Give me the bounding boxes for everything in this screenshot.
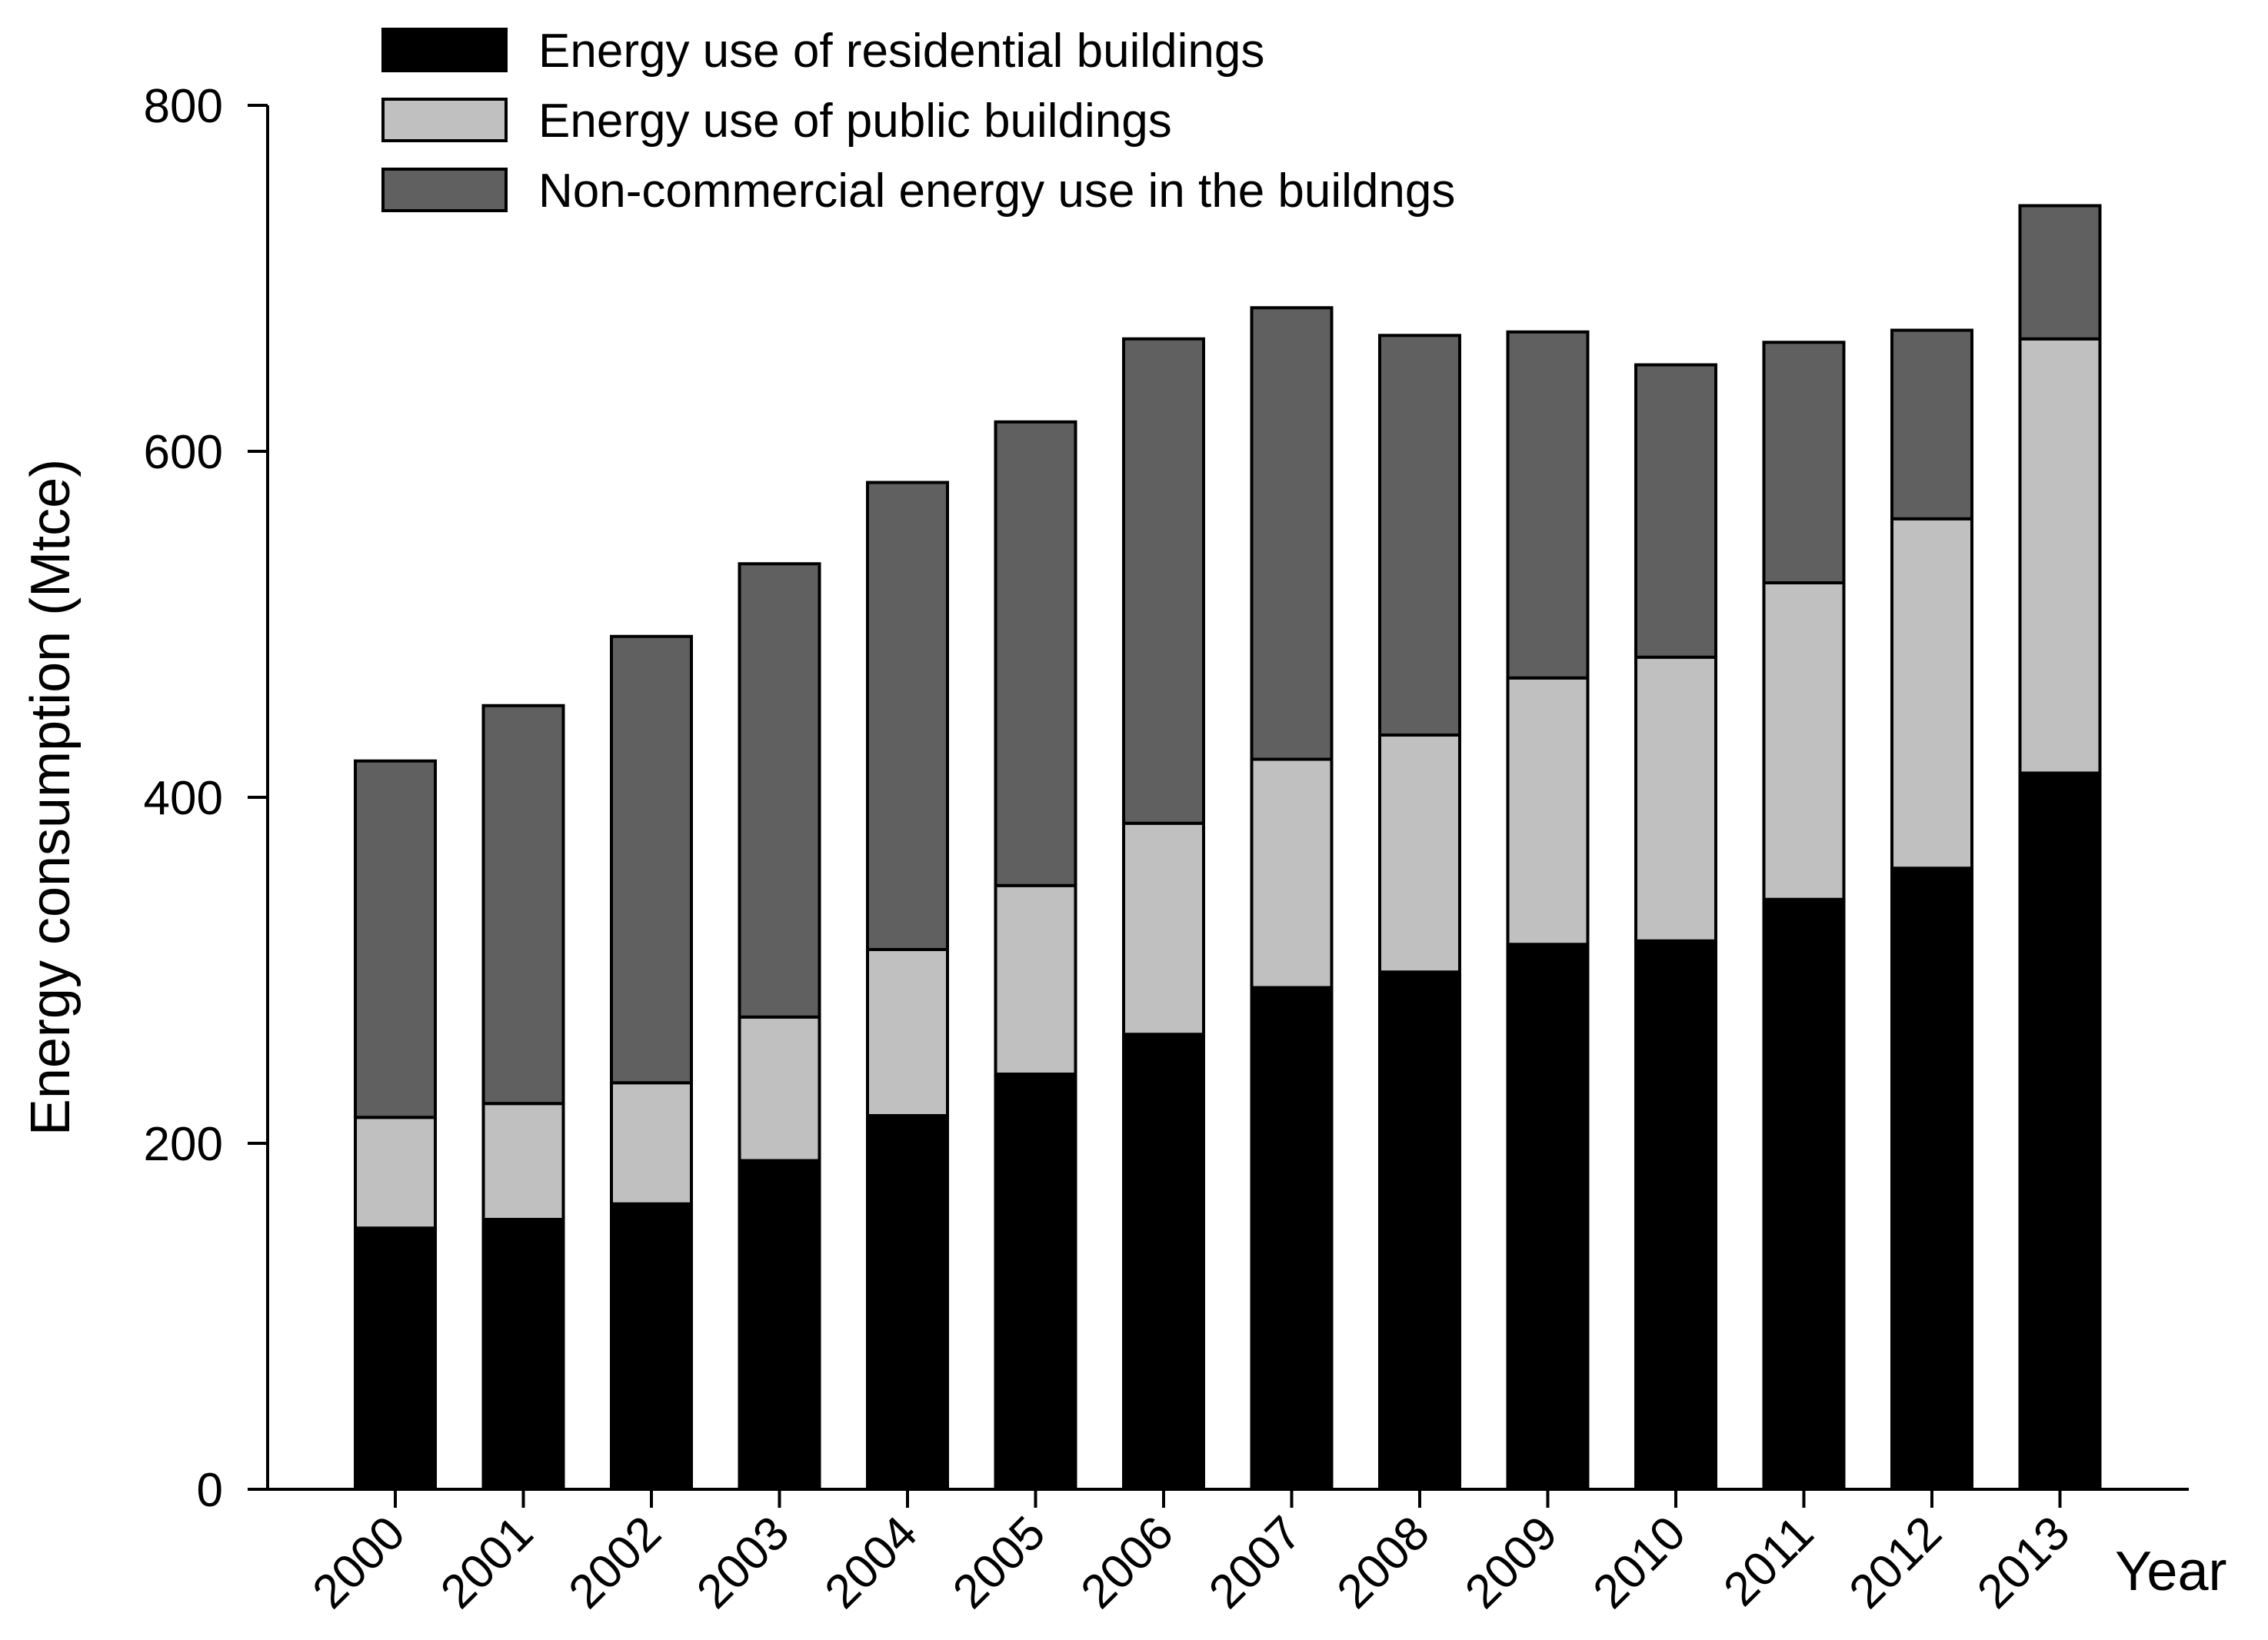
legend: Energy use of residential buildings Energ…	[381, 25, 1455, 218]
y-ticks-group: 0 200 400 600 800	[144, 80, 268, 1517]
bar-2013-series-3	[2018, 204, 2102, 341]
bar-2012-series-3	[1890, 328, 1973, 521]
bar-2004-series-2	[866, 948, 949, 1117]
bar-2006-series-2	[1122, 821, 1205, 1036]
bar-2013-series-2	[2018, 337, 2102, 775]
legend-swatch-1	[381, 28, 508, 72]
bar-2001-series-1	[481, 1218, 565, 1491]
x-tick-label-2007: 2007	[1199, 1506, 1311, 1618]
bar-2009-series-2	[1506, 676, 1590, 946]
y-tick-label: 800	[144, 80, 223, 133]
bar-2003-series-2	[738, 1015, 821, 1163]
bar-2001-series-3	[481, 704, 565, 1106]
bar-2012-series-2	[1890, 517, 1973, 870]
legend-label-1: Energy use of residential buildings	[538, 25, 1264, 78]
bar-2008-series-2	[1378, 734, 1461, 974]
bar-2005-series-1	[994, 1073, 1077, 1491]
legend-swatch-3	[381, 168, 508, 212]
bar-2011-series-1	[1762, 897, 1846, 1491]
bar-2002-series-3	[610, 634, 693, 1085]
y-axis-title: Energy consumption (Mtce)	[20, 459, 82, 1136]
bar-2000-series-3	[354, 759, 437, 1119]
legend-label-3: Non-commercial energy use in the buildng…	[538, 165, 1455, 218]
x-tick-label-2001: 2001	[431, 1506, 543, 1618]
x-tick-label-2013: 2013	[1967, 1506, 2080, 1618]
y-tick-label: 0	[197, 1464, 223, 1517]
bar-2005-series-2	[994, 883, 1077, 1076]
bar-2007-series-3	[1250, 306, 1334, 761]
bar-2008-series-3	[1378, 334, 1461, 737]
bars-group	[354, 204, 2102, 1491]
x-axis-title: Year	[2115, 1541, 2226, 1602]
x-tick-label-2011: 2011	[1713, 1506, 1823, 1616]
x-tick-label-2004: 2004	[815, 1506, 928, 1618]
y-tick-label: 600	[144, 426, 223, 479]
bar-2009-series-3	[1506, 330, 1590, 680]
x-tick-label-2012: 2012	[1840, 1506, 1952, 1618]
bar-2007-series-2	[1250, 757, 1334, 990]
bar-2004-series-1	[866, 1114, 949, 1491]
x-ticks-group: 2000 2001 2002 2003 2004 2005 2006 2007 2008 2009…	[303, 1489, 2080, 1618]
bar-2000-series-1	[354, 1226, 437, 1491]
bar-2004-series-3	[866, 481, 949, 951]
x-tick-label-2005: 2005	[943, 1506, 1055, 1618]
x-tick-label-2010: 2010	[1584, 1506, 1696, 1618]
bar-2002-series-2	[610, 1081, 693, 1206]
x-tick-label-2008: 2008	[1327, 1506, 1440, 1618]
bar-2012-series-1	[1890, 867, 1973, 1491]
bar-2003-series-1	[738, 1159, 821, 1491]
bar-2013-series-1	[2018, 771, 2102, 1491]
legend-label-2: Energy use of public buildings	[538, 95, 1172, 148]
legend-swatch-2	[381, 98, 508, 142]
bar-2001-series-2	[481, 1102, 565, 1221]
bar-2006-series-3	[1122, 337, 1205, 825]
bar-2009-series-1	[1506, 943, 1590, 1491]
x-tick-label-2009: 2009	[1455, 1506, 1567, 1618]
bar-2005-series-3	[994, 420, 1077, 887]
bar-2007-series-1	[1250, 986, 1334, 1491]
x-tick-label-2003: 2003	[687, 1506, 799, 1618]
y-tick-label: 200	[144, 1118, 223, 1171]
x-tick-label-2006: 2006	[1071, 1506, 1184, 1618]
bar-2003-series-3	[738, 562, 821, 1019]
bar-2010-series-1	[1634, 939, 1717, 1491]
bar-2010-series-2	[1634, 655, 1717, 943]
bar-2008-series-1	[1378, 970, 1461, 1491]
bar-2002-series-1	[610, 1202, 693, 1491]
bar-2010-series-3	[1634, 363, 1717, 659]
x-tick-label-2000: 2000	[303, 1506, 415, 1618]
bar-2011-series-2	[1762, 581, 1846, 901]
bar-2011-series-3	[1762, 341, 1846, 584]
bar-2000-series-2	[354, 1116, 437, 1230]
y-tick-label: 400	[144, 772, 223, 825]
bar-2006-series-1	[1122, 1033, 1205, 1491]
x-tick-label-2002: 2002	[559, 1506, 671, 1618]
